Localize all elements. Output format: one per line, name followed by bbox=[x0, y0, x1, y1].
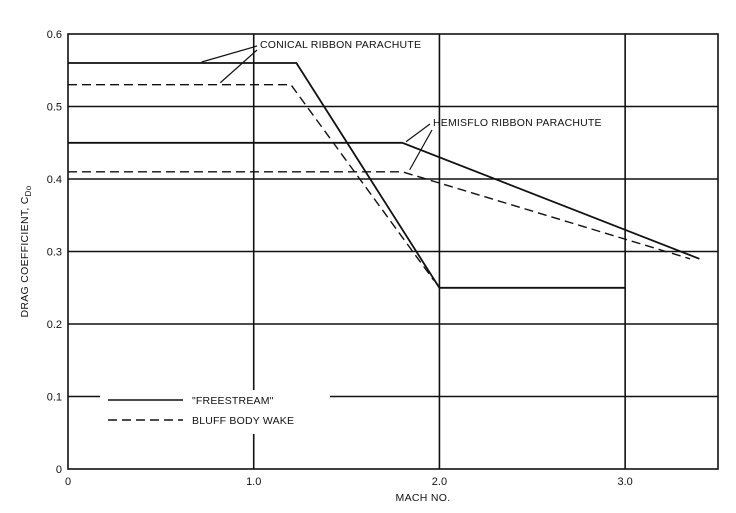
tick-labels: 0 0.1 0.2 0.3 0.4 0.5 0.6 0 1.0 2.0 3.0 bbox=[47, 29, 633, 488]
x-tick-label: 0 bbox=[65, 476, 71, 488]
plot-frame bbox=[67, 33, 719, 470]
y-axis-title-main: DRAG COEFFICIENT, C bbox=[19, 196, 31, 317]
annotation-hemisflo-ribbon: HEMISFLO RIBBON PARACHUTE bbox=[433, 117, 602, 129]
y-tick-label: 0.5 bbox=[47, 102, 62, 114]
y-tick-label: 0.2 bbox=[47, 319, 62, 331]
annotation-conical-arrow-dashed bbox=[219, 49, 258, 84]
legend-label-bluff-body-wake: BLUFF BODY WAKE bbox=[192, 415, 294, 427]
annotation-hemisflo-arrow-dashed bbox=[409, 129, 433, 171]
y-tick-label: 0.3 bbox=[47, 247, 62, 259]
hemisflo-bluff-body-wake-line bbox=[68, 171, 691, 260]
x-axis-title: MACH NO. bbox=[396, 492, 451, 504]
y-axis-title: DRAG COEFFICIENT, CDo bbox=[19, 185, 33, 317]
y-axis-title-subscript: Do bbox=[24, 185, 33, 196]
y-tick-label: 0.1 bbox=[47, 392, 62, 404]
conical-bluff-body-wake-line bbox=[68, 83, 435, 281]
x-tick-label: 2.0 bbox=[432, 476, 447, 488]
legend-background bbox=[100, 390, 330, 434]
x-tick-label: 1.0 bbox=[246, 476, 261, 488]
y-tick-label: 0.6 bbox=[47, 29, 62, 41]
series-group bbox=[68, 62, 700, 289]
x-tick-label: 3.0 bbox=[617, 476, 632, 488]
annotation-conical-arrow-solid bbox=[201, 45, 258, 63]
annotation-conical-ribbon: CONICAL RIBBON PARACHUTE bbox=[260, 39, 421, 51]
y-tick-label: 0 bbox=[56, 464, 62, 476]
hemisflo-freestream-line bbox=[68, 141, 700, 260]
y-tick-label: 0.4 bbox=[47, 174, 62, 186]
legend-label-freestream: "FREESTREAM" bbox=[192, 395, 274, 407]
annotation-hemisflo-arrow-solid bbox=[405, 123, 431, 143]
grid bbox=[68, 34, 718, 469]
conical-freestream-line bbox=[68, 62, 626, 289]
